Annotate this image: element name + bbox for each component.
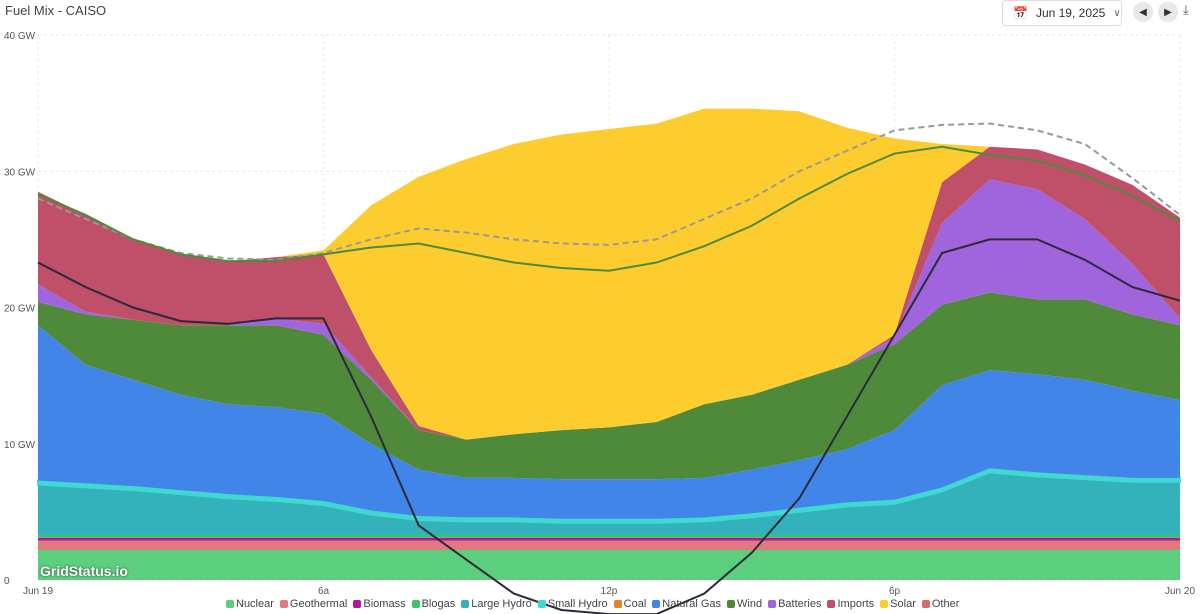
x-tick-label: Jun 19 (23, 586, 53, 597)
calendar-icon: 📅 (1013, 6, 1028, 20)
legend-item[interactable]: Other (921, 598, 960, 610)
area-biomass[interactable] (38, 537, 1180, 541)
date-value: Jun 19, 2025 (1035, 6, 1106, 20)
prev-day-icon[interactable]: ◀ (1133, 2, 1153, 22)
area-wind[interactable] (38, 292, 1180, 480)
area-natural-gas[interactable] (38, 325, 1180, 519)
date-picker[interactable]: 📅 Jun 19, 2025 ∨ (1002, 0, 1122, 26)
legend-swatch (411, 600, 420, 608)
legend-label: Solar (890, 598, 916, 610)
legend-swatch (727, 600, 735, 608)
legend-swatch (652, 600, 661, 608)
legend-item[interactable]: Batteries (768, 598, 821, 610)
legend-item[interactable]: Large Hydro (461, 598, 532, 610)
x-tick-label: 6a (318, 586, 330, 597)
legend-label: Coal (623, 598, 647, 610)
legend-item[interactable]: Imports (827, 598, 874, 610)
legend-swatch (921, 600, 930, 608)
y-tick-label: 10 GW (4, 440, 36, 451)
legend-item[interactable]: Geothermal (279, 598, 348, 610)
legend-item[interactable]: Small Hydro (537, 598, 608, 610)
next-day-icon[interactable]: ▶ (1158, 2, 1178, 22)
area-imports[interactable] (38, 146, 1180, 440)
legend-swatch (768, 600, 777, 608)
legend-label: Geothermal (289, 598, 348, 610)
line-load[interactable] (37, 145, 1181, 272)
legend-swatch (827, 600, 836, 608)
area-small-hydro[interactable] (37, 467, 1181, 524)
x-tick-label: 6p (889, 586, 901, 597)
legend-swatch (880, 600, 889, 608)
legend-item[interactable]: Natural Gas (652, 598, 721, 610)
legend-item[interactable]: Solar (880, 598, 916, 610)
chart-title: Fuel Mix - CAISO (5, 3, 107, 18)
legend-label: Other (931, 598, 960, 610)
legend-label: Wind (737, 598, 763, 610)
legend-swatch (537, 600, 546, 608)
legend-label: Blogas (421, 598, 456, 610)
legend: Nuclear Geothermal Biomass Blogas Large Hydr… (226, 598, 959, 610)
chevron-down-icon: ∨ (1113, 7, 1121, 19)
legend-swatch (279, 600, 288, 608)
download-icon[interactable]: ⤓ (1183, 2, 1189, 17)
legend-item[interactable]: Coal (613, 598, 647, 610)
legend-label: Imports (837, 598, 875, 610)
area-nuclear[interactable] (38, 550, 1180, 580)
y-tick-label: 20 GW (4, 304, 36, 315)
legend-label: Small Hydro (547, 598, 608, 610)
legend-item[interactable]: Wind (727, 598, 762, 610)
legend-swatch (353, 600, 362, 608)
legend-item[interactable]: Nuclear (226, 598, 274, 610)
legend-label: Biomass (363, 598, 406, 610)
legend-label: Batteries (778, 598, 822, 610)
legend-swatch (613, 600, 622, 608)
legend-label: Natural Gas (662, 598, 721, 610)
y-tick-label: 0 (4, 576, 10, 587)
y-tick-label: 30 GW (4, 167, 36, 178)
y-tick-label: 40 GW (4, 31, 36, 42)
legend-item[interactable]: Biomass (353, 598, 406, 610)
legend-label: Nuclear (236, 598, 274, 610)
area-solar[interactable] (38, 108, 1180, 440)
legend-item[interactable]: Blogas (411, 598, 456, 610)
line-net-load[interactable] (37, 238, 1181, 614)
x-tick-label: Jun 20 (1165, 586, 1195, 597)
legend-swatch (461, 600, 470, 608)
area-large-hydro[interactable] (38, 472, 1180, 536)
x-tick-label: 12p (601, 586, 618, 597)
area-geothermal[interactable] (38, 540, 1180, 551)
watermark-logo: GridStatus.io (40, 563, 128, 579)
legend-label: Large Hydro (471, 598, 532, 610)
legend-swatch (226, 600, 234, 608)
area-blogas[interactable] (38, 535, 1180, 538)
line-load-forecast[interactable] (37, 122, 1181, 261)
